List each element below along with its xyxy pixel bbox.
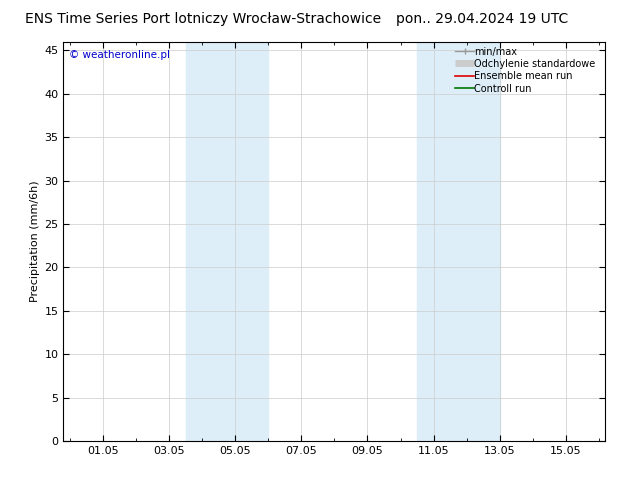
Text: ENS Time Series Port lotniczy Wrocław-Strachowice: ENS Time Series Port lotniczy Wrocław-St… bbox=[25, 12, 381, 26]
Text: pon.. 29.04.2024 19 UTC: pon.. 29.04.2024 19 UTC bbox=[396, 12, 568, 26]
Y-axis label: Precipitation (mm/6h): Precipitation (mm/6h) bbox=[30, 180, 40, 302]
Bar bbox=[417, 42, 500, 441]
Text: © weatheronline.pl: © weatheronline.pl bbox=[69, 49, 170, 60]
Legend: min/max, Odchylenie standardowe, Ensemble mean run, Controll run: min/max, Odchylenie standardowe, Ensembl… bbox=[452, 44, 604, 97]
Bar bbox=[186, 42, 268, 441]
